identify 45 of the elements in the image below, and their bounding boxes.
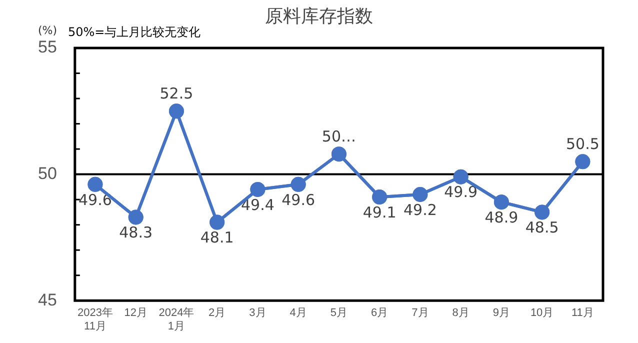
point xyxy=(534,204,550,220)
text: 50%=与上月比较无变化 xyxy=(68,24,201,41)
x-tick-label: 2024年 1月 xyxy=(158,307,194,332)
data-label: 48.5 xyxy=(525,218,559,237)
data-label: 50… xyxy=(322,127,356,146)
x-tick-label: 11月 xyxy=(571,307,594,320)
y-tick-label: 55 xyxy=(38,38,57,57)
point xyxy=(88,176,103,192)
data-label: 48.9 xyxy=(484,208,518,226)
data-label: 49.9 xyxy=(444,183,478,202)
data-label: 49.4 xyxy=(241,196,274,214)
x-tick-label: 10月 xyxy=(530,307,554,320)
point xyxy=(290,176,306,192)
data-label: 48.3 xyxy=(119,224,153,242)
data-label: 49.6 xyxy=(282,190,316,209)
data-label: 49.6 xyxy=(78,190,112,209)
chart-title: 原料库存指数 xyxy=(265,6,373,27)
point xyxy=(412,187,428,202)
data-label: 48.1 xyxy=(200,228,234,247)
x-tick-label: 6月 xyxy=(371,307,388,320)
y-tick-label: 45 xyxy=(38,290,57,310)
data-label: 49.1 xyxy=(362,203,396,222)
x-tick-label: 9月 xyxy=(492,307,510,320)
x-tick-label: 12月 xyxy=(124,307,148,320)
x-tick-label: 2023年 11月 xyxy=(77,307,113,332)
point xyxy=(210,214,225,230)
data-label: 50.5 xyxy=(566,135,600,154)
point xyxy=(168,104,184,119)
point xyxy=(372,190,388,205)
x-tick-label: 3月 xyxy=(249,307,266,320)
point xyxy=(494,194,509,210)
data-label: 52.5 xyxy=(160,84,194,103)
point xyxy=(453,169,468,184)
x-tick-label: 4月 xyxy=(290,307,307,320)
x-tick-label: 8月 xyxy=(452,307,470,320)
point xyxy=(575,154,590,170)
x-tick-label: 2月 xyxy=(208,307,226,320)
x-tick-label: 7月 xyxy=(412,307,429,320)
point xyxy=(250,182,266,197)
y-axis-title: (%) xyxy=(38,24,58,37)
point xyxy=(331,146,346,162)
point xyxy=(128,210,144,225)
y-tick-label: 50 xyxy=(38,164,57,183)
data-label: 49.2 xyxy=(403,200,437,219)
x-tick-label: 5月 xyxy=(330,307,348,320)
